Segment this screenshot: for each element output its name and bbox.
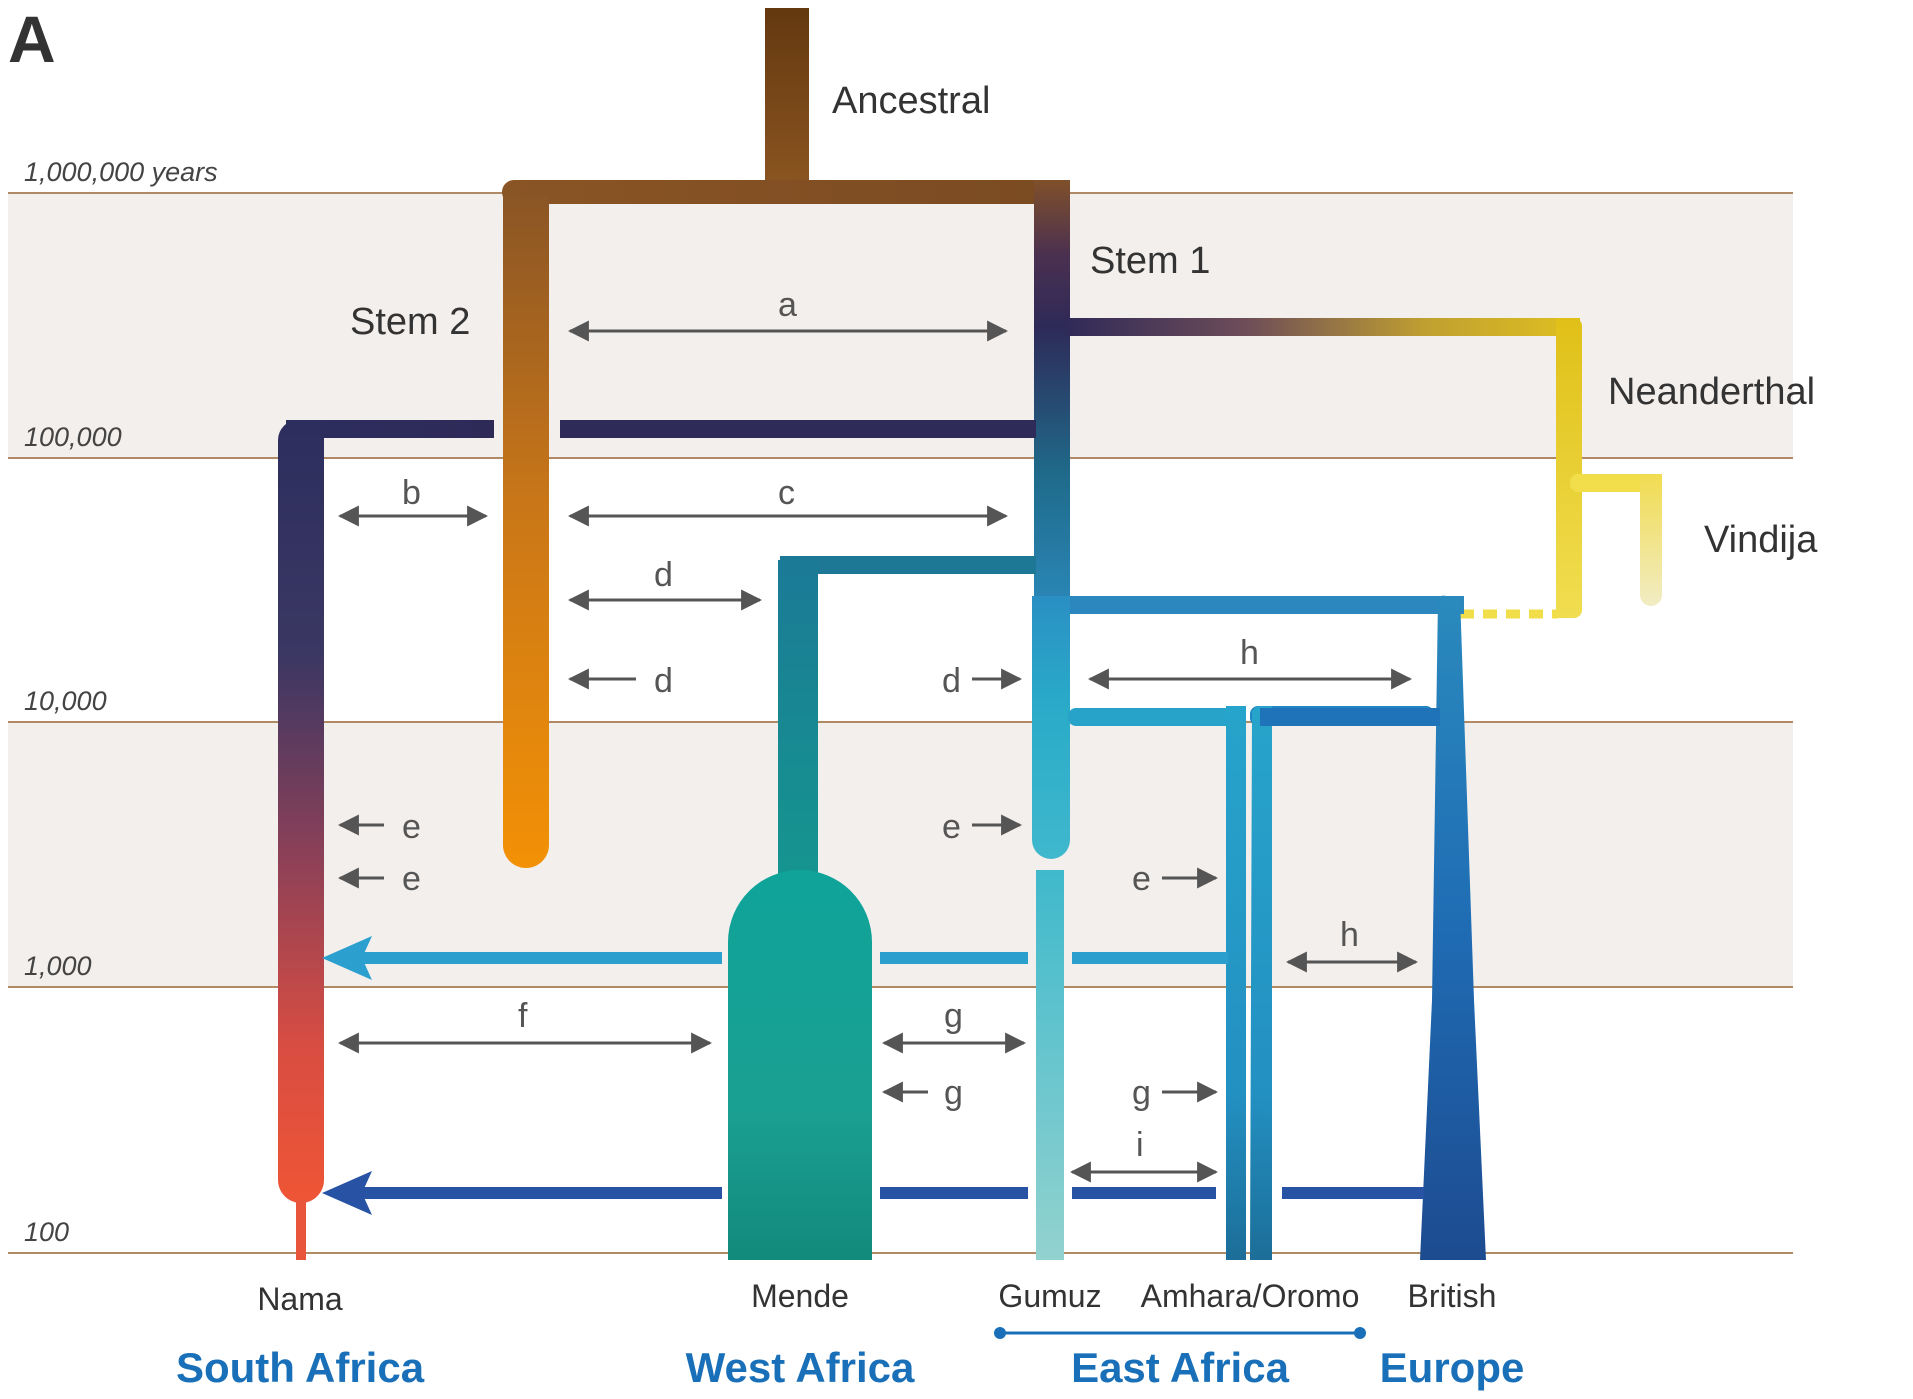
migration-label-d2: d <box>654 662 673 700</box>
vindija-branch <box>1640 474 1662 606</box>
british-gumuz-bar <box>1260 708 1440 726</box>
migration-arrows <box>337 320 1419 1183</box>
mende-bar <box>780 556 1036 574</box>
migration-label-g3: g <box>1132 1074 1151 1112</box>
region-label-europe: Europe <box>1380 1344 1525 1391</box>
nama-tip <box>296 1200 306 1260</box>
population-label-british: British <box>1408 1278 1497 1314</box>
root-split-bar <box>502 180 1068 204</box>
nama-bar-right <box>560 420 1036 438</box>
east-africa-bracket <box>994 1327 1366 1339</box>
migration-label-b: b <box>402 474 421 512</box>
time-label-10000: 10,000 <box>24 686 107 716</box>
migration-label-e1: e <box>402 808 421 846</box>
migration-label-h2: h <box>1340 916 1359 954</box>
neanderthal-stub <box>1558 318 1582 618</box>
amhara-left-branch <box>1226 706 1246 1260</box>
british-branch <box>1420 595 1486 1260</box>
neanderthal-bar <box>1068 318 1580 336</box>
time-label-100000: 100,000 <box>24 422 122 452</box>
population-label-nama: Nama <box>257 1281 343 1317</box>
migration-label-g2: g <box>944 1074 963 1112</box>
mende-population <box>728 870 872 1260</box>
time-label-1000: 1,000 <box>24 951 92 981</box>
migration-label-c: c <box>778 474 795 512</box>
migration-label-a: a <box>778 286 797 324</box>
migration-light <box>322 936 1228 980</box>
branch-label-neanderthal: Neanderthal <box>1608 371 1815 413</box>
population-label-gumuz: Gumuz <box>998 1278 1101 1314</box>
nama-bar-left <box>286 420 494 438</box>
amhara-right-branch <box>1250 705 1272 1260</box>
nama-branch <box>278 420 324 1203</box>
time-label-1000000: 1,000,000 years <box>24 157 218 187</box>
migration-label-e4: e <box>1132 860 1151 898</box>
migration-label-e2: e <box>402 860 421 898</box>
migration-label-g1: g <box>944 997 963 1035</box>
migration-label-i: i <box>1136 1126 1144 1164</box>
migration-label-e3: e <box>942 808 961 846</box>
region-label-west-africa: West Africa <box>686 1344 915 1391</box>
population-label-mende: Mende <box>751 1278 849 1314</box>
population-label-amhara-oromo: Amhara/Oromo <box>1141 1278 1360 1314</box>
region-label-south-africa: South Africa <box>176 1344 425 1391</box>
stem1-branch <box>1034 180 1070 600</box>
east-eurasia-bar <box>1068 596 1464 614</box>
migration-label-d1: d <box>654 556 673 594</box>
gumuz-branch <box>1032 596 1070 859</box>
migration-label-f: f <box>518 997 528 1035</box>
gumuz-population <box>1036 870 1064 1260</box>
stem2-branch <box>503 195 549 868</box>
vindija-bar <box>1570 474 1650 492</box>
branch-label-stem2: Stem 2 <box>350 301 470 343</box>
panel-letter: A <box>8 2 56 76</box>
time-label-100: 100 <box>24 1217 69 1247</box>
time-band-3 <box>8 722 1793 987</box>
mende-stem-2 <box>778 560 818 876</box>
region-label-east-africa: East Africa <box>1071 1344 1290 1391</box>
branch-label-stem1: Stem 1 <box>1090 240 1210 282</box>
migration-dark <box>322 1171 1424 1215</box>
ancestral-branch <box>765 8 809 186</box>
migration-label-d3: d <box>942 662 961 700</box>
migration-label-h1: h <box>1240 634 1259 672</box>
branch-label-ancestral: Ancestral <box>832 80 990 122</box>
gumuz-bar <box>1068 708 1242 726</box>
branch-label-vindija: Vindija <box>1704 519 1818 561</box>
